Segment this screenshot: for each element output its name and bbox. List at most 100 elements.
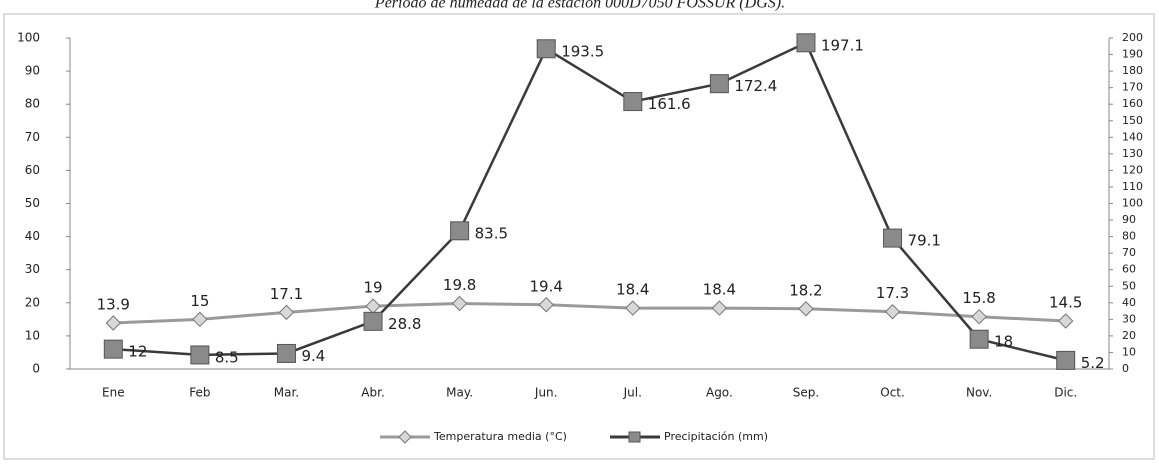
y-tick-label: 60: [25, 163, 40, 177]
data-label: 18.2: [789, 281, 822, 299]
y2-tick-label: 160: [1122, 97, 1143, 110]
data-label: 17.1: [270, 285, 303, 303]
marker: [192, 311, 208, 328]
data-label: 15: [190, 292, 209, 310]
x-tick-label: Jul.: [623, 386, 642, 400]
data-label: 9.4: [301, 347, 325, 365]
y-tick-label: 100: [17, 31, 40, 45]
marker: [536, 39, 556, 59]
y-tick-label: 20: [25, 295, 40, 309]
y2-tick-label: 140: [1122, 130, 1143, 143]
marker: [190, 345, 210, 365]
y2-tick-label: 0: [1122, 362, 1129, 375]
marker: [278, 304, 295, 321]
y2-tick-label: 190: [1122, 48, 1143, 61]
legend-marker: [398, 430, 412, 444]
marker: [276, 343, 296, 363]
x-tick-label: May.: [446, 386, 473, 400]
y2-tick-label: 20: [1122, 329, 1136, 342]
data-label: 79.1: [908, 232, 941, 250]
marker: [625, 300, 641, 316]
marker: [971, 308, 987, 325]
y-tick-label: 30: [25, 262, 40, 276]
data-label: 15.8: [962, 289, 995, 307]
data-label: 83.5: [475, 224, 508, 242]
x-tick-label: Abr.: [361, 386, 384, 400]
marker: [451, 295, 468, 312]
y2-tick-label: 10: [1122, 345, 1136, 358]
marker: [623, 92, 643, 112]
y2-tick-label: 100: [1122, 197, 1143, 210]
marker: [363, 311, 383, 331]
legend-marker: [628, 431, 641, 443]
y2-tick-label: 110: [1122, 180, 1143, 193]
marker: [1056, 350, 1076, 370]
legend-label: Precipitación (mm): [664, 430, 768, 443]
data-label: 13.9: [97, 295, 130, 313]
data-label: 19.8: [443, 276, 476, 294]
y2-tick-label: 180: [1122, 64, 1143, 77]
y2-tick-label: 90: [1122, 213, 1136, 226]
y2-tick-label: 50: [1122, 279, 1136, 292]
y2-tick-label: 200: [1122, 31, 1143, 44]
data-label: 12: [128, 343, 147, 361]
data-label: 18: [994, 333, 1013, 351]
chart-border: [3, 13, 1155, 460]
data-label: 18.4: [703, 281, 736, 299]
marker: [709, 74, 729, 94]
data-label: 28.8: [388, 315, 421, 333]
y-tick-label: 10: [25, 328, 40, 342]
data-label: 197.1: [821, 36, 864, 54]
data-label: 8.5: [215, 348, 239, 366]
y-tick-label: 90: [25, 64, 40, 78]
x-tick-label: Ago.: [706, 386, 733, 400]
x-tick-label: Dic.: [1054, 386, 1077, 400]
x-tick-label: Ene: [102, 386, 125, 400]
y2-tick-label: 150: [1122, 114, 1143, 127]
y2-tick-label: 130: [1122, 147, 1143, 160]
y-tick-label: 80: [25, 97, 40, 111]
series-line: [113, 301, 1066, 325]
marker: [711, 300, 728, 316]
y2-tick-label: 120: [1122, 163, 1143, 176]
marker: [969, 329, 989, 349]
legend-label: Temperatura media (°C): [433, 430, 567, 443]
y-tick-label: 70: [25, 130, 40, 144]
data-label: 172.4: [734, 77, 777, 95]
series-line: [113, 41, 1067, 362]
y2-tick-label: 30: [1122, 312, 1136, 325]
x-tick-label: Sep.: [793, 386, 819, 400]
x-tick-label: Nov.: [966, 386, 992, 400]
marker: [798, 301, 814, 317]
y2-tick-label: 70: [1122, 246, 1136, 259]
data-label: 18.4: [616, 281, 649, 299]
y2-tick-label: 40: [1122, 296, 1136, 309]
data-label: 161.6: [648, 95, 691, 113]
marker: [365, 298, 381, 314]
y-tick-label: 40: [25, 229, 40, 243]
marker: [884, 304, 901, 320]
data-label: 14.5: [1049, 294, 1082, 312]
data-label: 5.2: [1081, 354, 1105, 372]
marker: [450, 221, 470, 241]
y2-tick-label: 170: [1122, 81, 1143, 94]
marker: [103, 339, 123, 359]
y-tick-label: 50: [25, 196, 40, 210]
data-label: 19.4: [530, 277, 563, 295]
x-tick-label: Feb: [189, 386, 210, 400]
data-label: 17.3: [876, 284, 909, 302]
marker: [883, 228, 903, 248]
y-tick-label: 0: [32, 362, 40, 376]
y2-tick-label: 80: [1122, 230, 1136, 243]
data-label: 193.5: [561, 42, 604, 60]
y2-tick-label: 60: [1122, 263, 1136, 276]
x-tick-label: Oct.: [880, 386, 905, 400]
data-label: 19: [363, 279, 382, 297]
marker: [538, 297, 554, 313]
marker: [1058, 313, 1074, 329]
marker: [105, 315, 121, 331]
chart-title: Periodo de humedad de la estación 000D70…: [374, 0, 785, 12]
marker: [796, 33, 816, 53]
x-tick-label: Mar.: [274, 386, 299, 400]
